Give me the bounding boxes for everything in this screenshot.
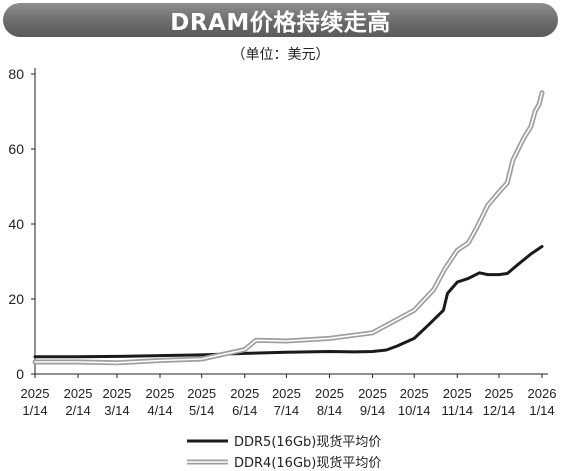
y-tick-label: 60 bbox=[8, 141, 24, 157]
x-tick-label-date: 1/14 bbox=[529, 403, 554, 418]
x-tick-label-year: 2026 bbox=[528, 386, 557, 401]
y-tick-label: 80 bbox=[8, 66, 24, 82]
y-tick-label: 0 bbox=[16, 366, 24, 382]
x-tick-label-date: 11/14 bbox=[441, 403, 473, 418]
x-tick-label-date: 1/14 bbox=[22, 403, 47, 418]
x-tick-label-year: 2025 bbox=[443, 386, 472, 401]
series-line-ddr4-inner bbox=[34, 92, 543, 364]
x-tick-label-year: 2025 bbox=[358, 386, 387, 401]
x-tick-label-year: 2025 bbox=[484, 386, 513, 401]
x-tick-label-date: 6/14 bbox=[232, 403, 257, 418]
x-tick-label-year: 2025 bbox=[21, 386, 50, 401]
x-tick-label-year: 2025 bbox=[400, 386, 429, 401]
x-tick-label-date: 9/14 bbox=[360, 403, 385, 418]
x-tick-label-date: 2/14 bbox=[65, 403, 90, 418]
x-tick-label-date: 12/14 bbox=[483, 403, 516, 418]
x-tick-label-year: 2025 bbox=[315, 386, 344, 401]
y-tick-label: 20 bbox=[8, 291, 24, 307]
series-line-ddr4 bbox=[32, 90, 545, 366]
legend-ddr5-label: DDR5(16Gb)现货平均价 bbox=[234, 434, 381, 450]
x-tick-label-date: 3/14 bbox=[104, 403, 129, 418]
x-tick-label-date: 5/14 bbox=[189, 403, 214, 418]
x-tick-label-year: 2025 bbox=[187, 386, 216, 401]
x-tick-label-year: 2025 bbox=[64, 386, 93, 401]
x-tick-label-year: 2025 bbox=[102, 386, 131, 401]
x-tick-label-date: 7/14 bbox=[274, 403, 299, 418]
x-tick-label-date: 4/14 bbox=[147, 403, 172, 418]
legend-ddr4-label: DDR4(16Gb)现货平均价 bbox=[234, 455, 381, 471]
x-tick-label-date: 8/14 bbox=[317, 403, 342, 418]
y-tick-label: 40 bbox=[8, 216, 24, 232]
chart-title-bar: DRAM价格持续走高 bbox=[3, 3, 558, 37]
x-tick-label-date: 10/14 bbox=[398, 403, 431, 418]
chart-title: DRAM价格持续走高 bbox=[170, 10, 391, 36]
series-line-ddr5 bbox=[33, 245, 544, 359]
x-tick-label-year: 2025 bbox=[146, 386, 175, 401]
x-tick-label-year: 2025 bbox=[272, 386, 301, 401]
x-tick-label-year: 2025 bbox=[230, 386, 259, 401]
chart-subtitle: （单位：美元） bbox=[231, 47, 330, 63]
